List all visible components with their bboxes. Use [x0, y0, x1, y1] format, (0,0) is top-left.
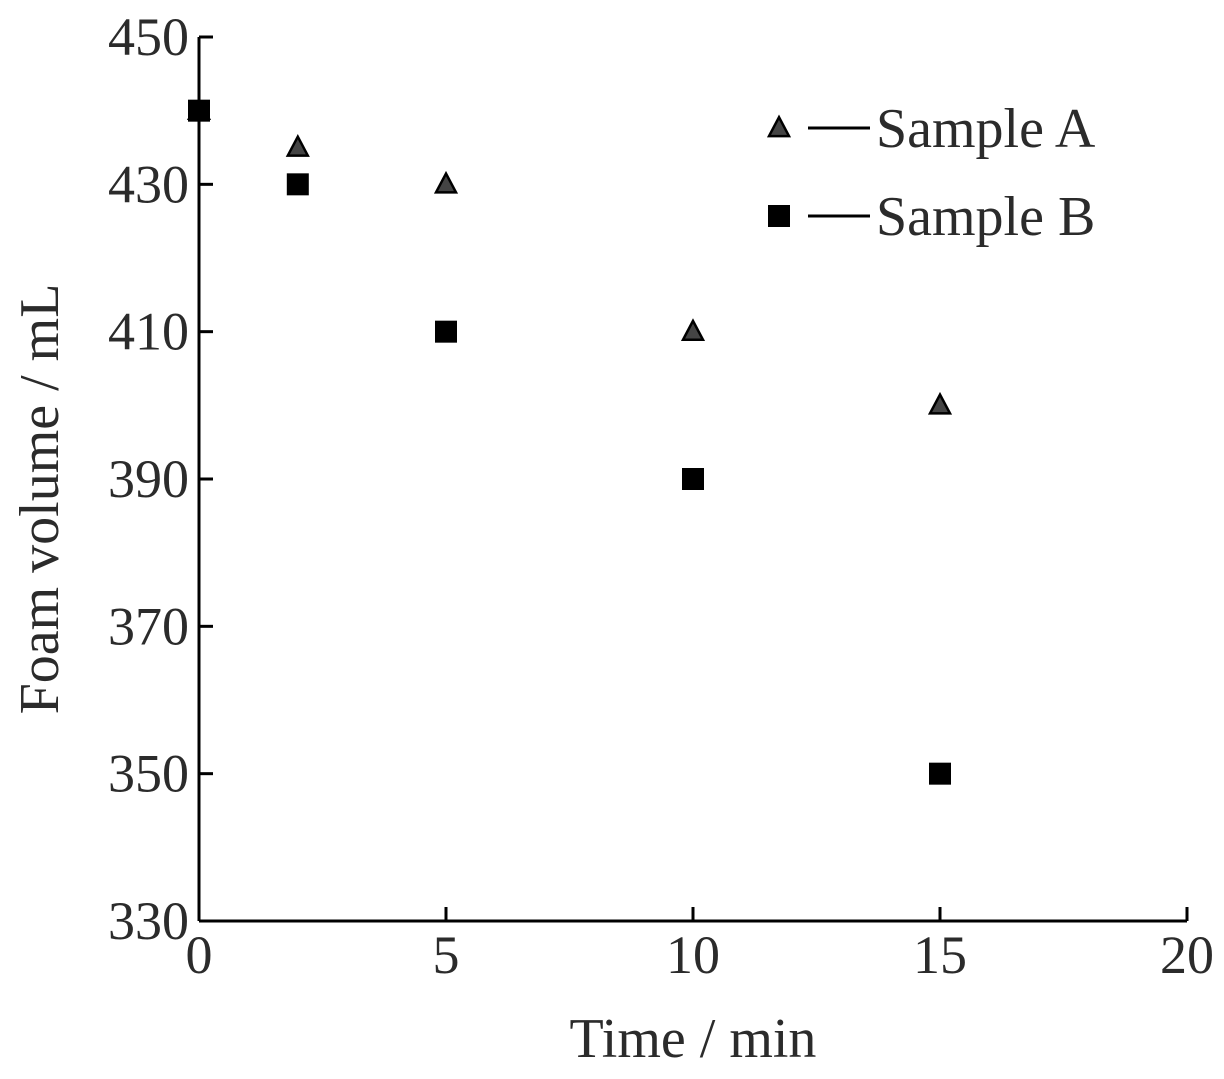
y-axis: 330 350 370 390 410 430 450 — [108, 7, 213, 951]
legend: Sample A Sample B — [766, 98, 1096, 248]
x-tick-label: 10 — [666, 925, 720, 985]
legend-item: Sample B — [768, 186, 1095, 248]
triangle-point — [433, 170, 459, 194]
legend-square-marker — [768, 205, 790, 227]
x-tick-label: 5 — [433, 925, 460, 985]
y-tick-label: 330 — [108, 891, 189, 951]
triangle-point — [927, 391, 953, 415]
triangle-point — [680, 318, 706, 342]
legend-label: Sample A — [876, 98, 1096, 160]
legend-item: Sample A — [766, 98, 1096, 160]
square-point — [929, 762, 951, 785]
series-layer — [186, 97, 953, 785]
y-tick-label: 430 — [108, 154, 189, 214]
legend-triangle-marker — [766, 114, 792, 138]
x-axis-title: Time / min — [570, 1008, 817, 1070]
x-tick-label: 15 — [913, 925, 967, 985]
legend-label: Sample B — [876, 186, 1095, 248]
series-1 — [186, 97, 953, 415]
triangle-point — [285, 134, 310, 157]
y-tick-label: 350 — [108, 744, 189, 804]
square-point — [188, 99, 210, 122]
x-tick-label: 0 — [186, 925, 213, 985]
y-tick-label: 370 — [108, 596, 189, 656]
series-2 — [188, 99, 951, 785]
x-axis: 0 5 10 15 20 — [186, 907, 1214, 985]
y-tick-label: 450 — [108, 7, 189, 67]
square-point — [435, 320, 457, 343]
square-point — [286, 173, 309, 196]
x-tick-label: 20 — [1160, 925, 1214, 985]
y-axis-title: Foam volume / mL — [9, 284, 71, 715]
square-point — [682, 468, 704, 490]
y-tick-label: 410 — [108, 302, 189, 362]
y-tick-label: 390 — [108, 449, 189, 509]
